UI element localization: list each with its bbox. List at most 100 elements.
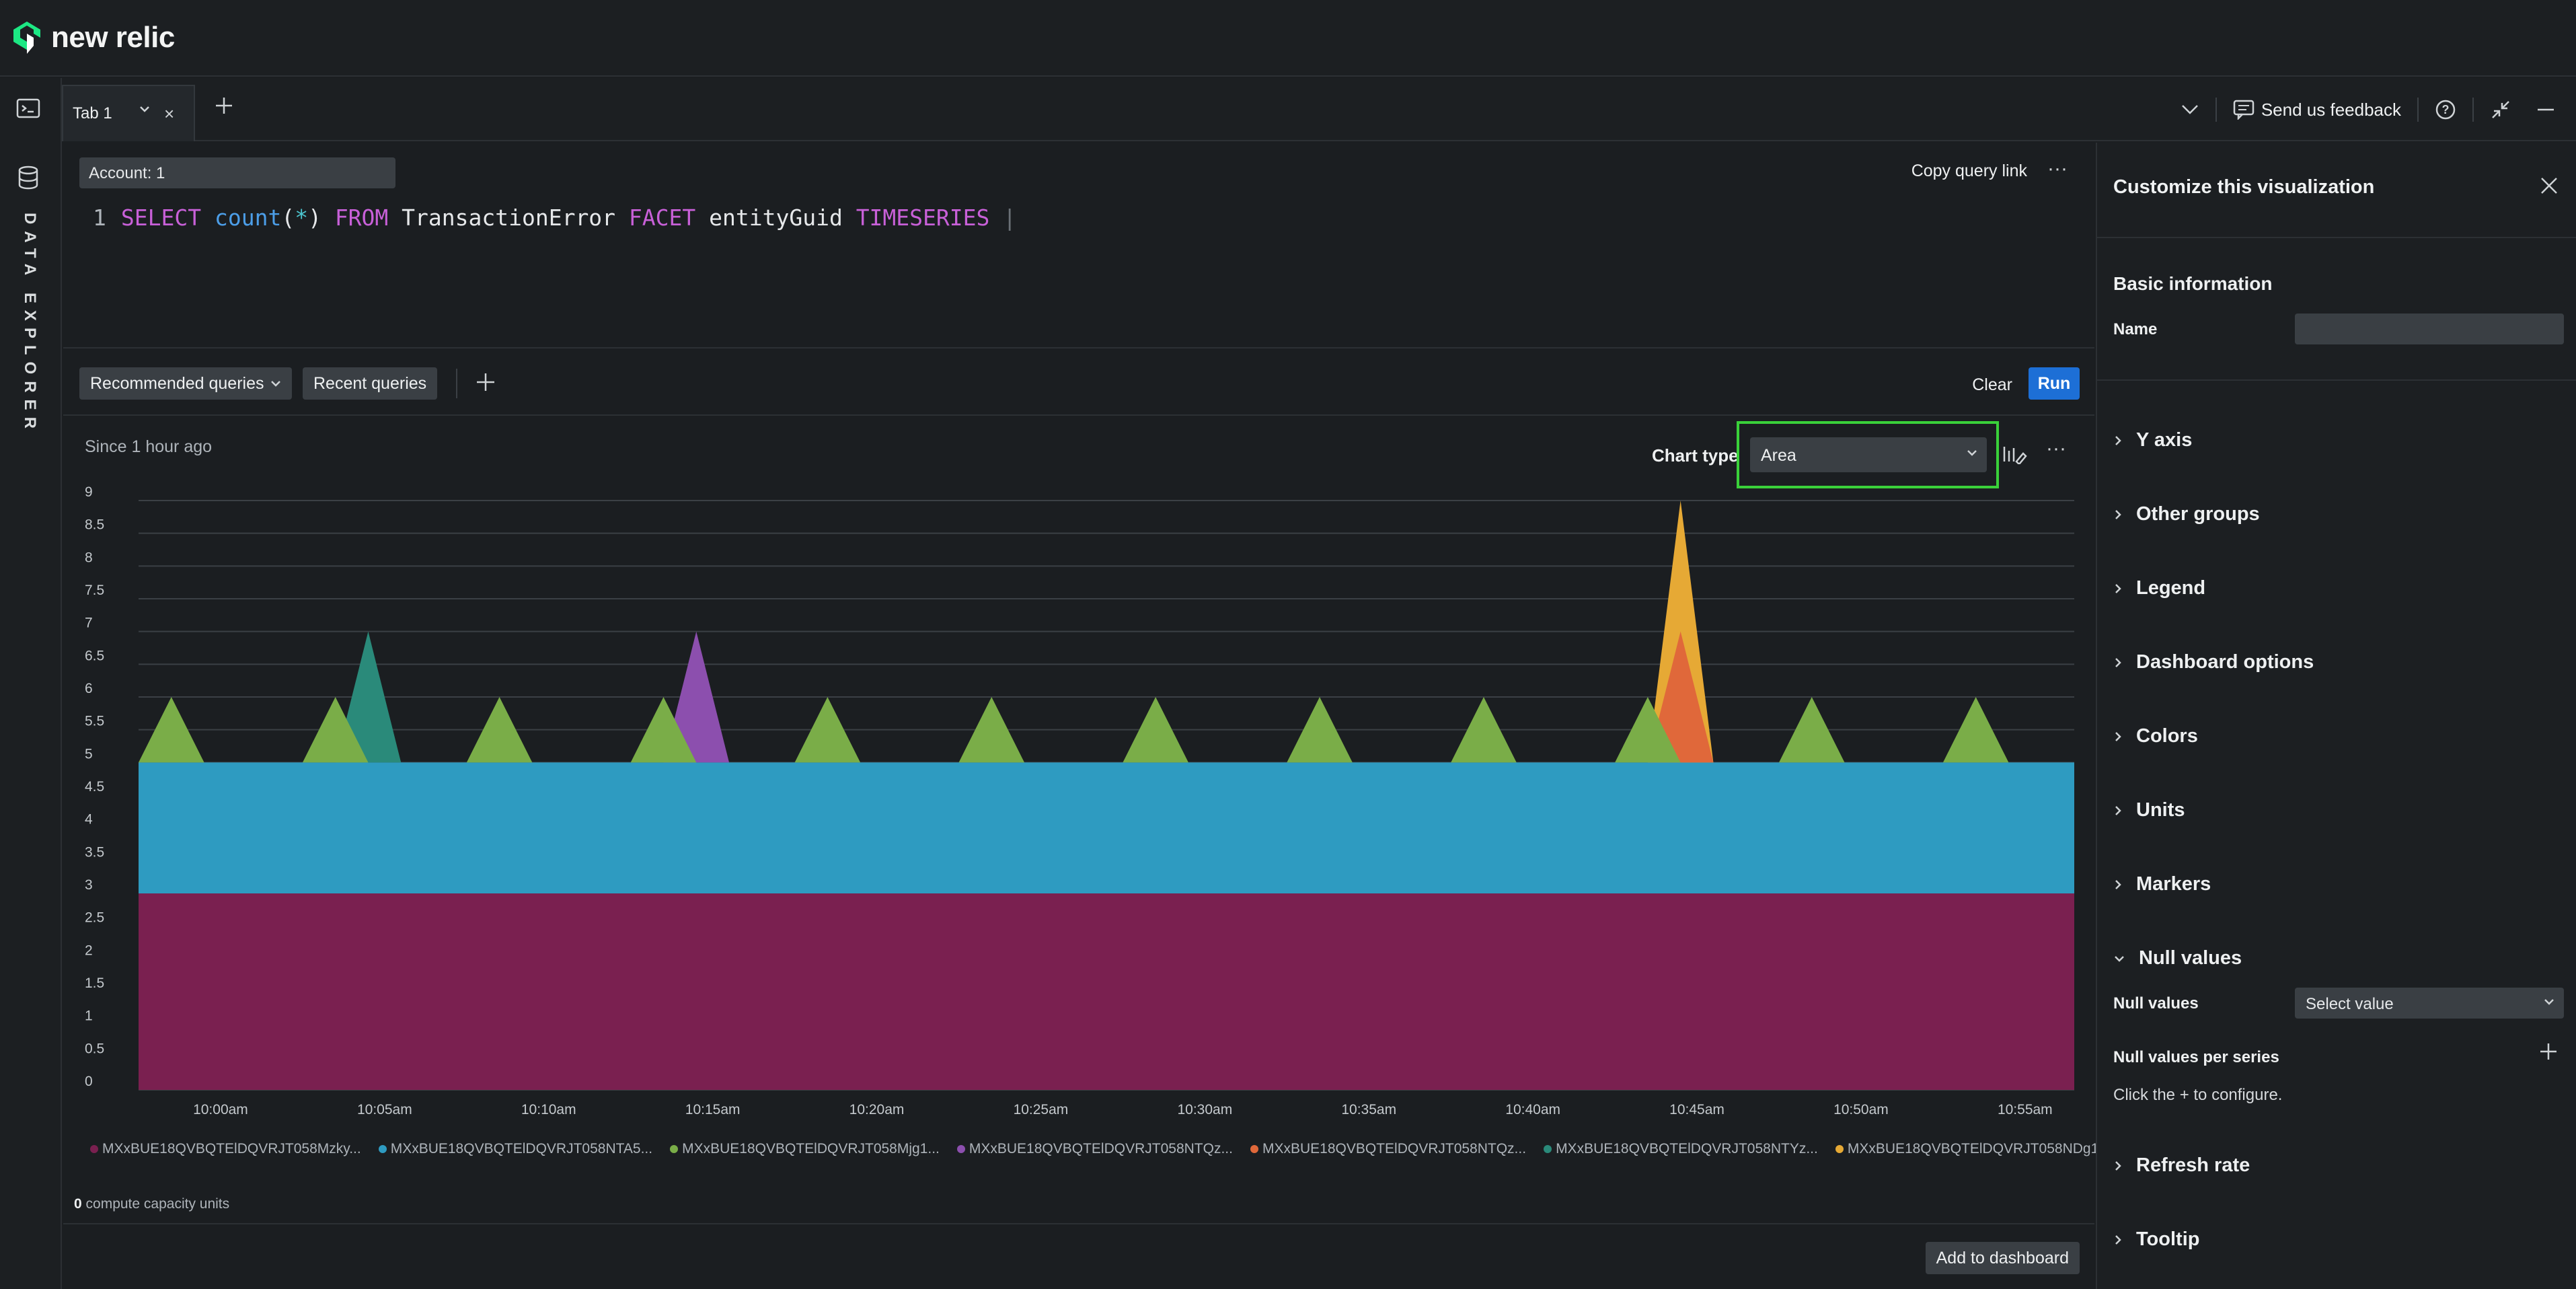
svg-text:?: ? — [2442, 103, 2450, 116]
area-spike-series-2[interactable] — [630, 697, 697, 763]
legend-item[interactable]: MXxBUE18QVBQTElDQVRJT058Mzky... — [90, 1141, 361, 1157]
account-selector[interactable]: Account: 1 — [79, 157, 395, 188]
accordion-units[interactable]: Units — [2113, 799, 2185, 821]
legend-item[interactable]: MXxBUE18QVBQTElDQVRJT058Mjg1... — [670, 1141, 940, 1157]
y-tick-label: 7.5 — [85, 583, 104, 598]
accordion-label: Markers — [2136, 873, 2211, 895]
accordion-other-groups[interactable]: Other groups — [2113, 503, 2260, 525]
area-spike-series-2[interactable] — [958, 697, 1025, 763]
y-tick-label: 8 — [85, 550, 93, 565]
query-text[interactable]: SELECT count(*) FROM TransactionError FA… — [121, 205, 990, 231]
clear-button[interactable]: Clear — [1972, 375, 2012, 394]
feedback-icon — [2233, 100, 2255, 120]
null-values-label: Null values — [2113, 994, 2199, 1012]
minimize-icon[interactable] — [2536, 100, 2556, 120]
new-relic-logo[interactable]: new relic — [12, 20, 175, 55]
legend-color-dot — [1250, 1145, 1258, 1153]
accordion-y-axis[interactable]: Y axis — [2113, 429, 2192, 451]
query-token: TIMESERIES — [856, 205, 990, 231]
area-spike-series-2[interactable] — [794, 697, 861, 763]
name-input[interactable] — [2295, 314, 2564, 344]
divider — [2097, 237, 2576, 238]
send-feedback-button[interactable]: Send us feedback — [2233, 100, 2401, 120]
chevron-down-icon — [2115, 955, 2124, 962]
area-spike-series-2[interactable] — [302, 697, 369, 763]
x-tick-label: 10:30am — [1177, 1102, 1232, 1117]
customize-panel: Customize this visualization Basic infor… — [2096, 143, 2576, 1289]
query-editor[interactable]: Account: 1 Copy query link ··· 1 SELECT c… — [63, 143, 2094, 348]
area-spike-series-4[interactable] — [1647, 631, 1714, 763]
accordion-label: Other groups — [2136, 503, 2260, 525]
tab-1[interactable]: Tab 1 × — [62, 85, 195, 141]
add-to-dashboard-button[interactable]: Add to dashboard — [1925, 1242, 2080, 1274]
recommended-queries-button[interactable]: Recommended queries — [79, 367, 293, 400]
logo-text: new relic — [51, 21, 175, 54]
copy-query-link-button[interactable]: Copy query link — [1911, 161, 2027, 180]
accordion-dashboard-options[interactable]: Dashboard options — [2113, 651, 2314, 673]
add-null-config-icon[interactable] — [2538, 1041, 2559, 1062]
area-series-1[interactable] — [139, 762, 2074, 893]
legend-item[interactable]: MXxBUE18QVBQTElDQVRJT058NDg1... — [1835, 1141, 2111, 1157]
chevron-down-icon — [271, 381, 281, 387]
chart-more-options-icon[interactable]: ··· — [2046, 437, 2066, 459]
chart-type-value: Area — [1761, 446, 1796, 465]
top-header: new relic — [0, 0, 2576, 77]
chevron-right-icon — [2115, 1161, 2121, 1171]
legend-item[interactable]: MXxBUE18QVBQTElDQVRJT058NTQz... — [956, 1141, 1233, 1157]
chevron-right-icon — [2115, 657, 2121, 667]
collapse-icon[interactable] — [2490, 99, 2511, 120]
query-token: SELECT — [120, 205, 202, 231]
legend-color-dot — [670, 1145, 679, 1153]
terminal-icon[interactable] — [16, 98, 40, 118]
chart-type-select[interactable]: Area — [1750, 437, 1987, 472]
add-tab-icon[interactable] — [214, 96, 234, 116]
more-options-icon[interactable]: ··· — [2047, 157, 2068, 180]
null-values-select-value: Select value — [2306, 995, 2394, 1013]
y-tick-label: 2 — [85, 943, 93, 958]
area-spike-series-2[interactable] — [1778, 697, 1845, 763]
add-query-icon[interactable] — [475, 371, 496, 393]
tab-label: Tab 1 — [73, 104, 112, 122]
run-button[interactable]: Run — [2029, 367, 2080, 400]
legend-item[interactable]: MXxBUE18QVBQTElDQVRJT058NTQz... — [1250, 1141, 1526, 1157]
null-values-per-series-label: Null values per series — [2113, 1048, 2279, 1066]
database-icon[interactable] — [17, 165, 39, 190]
chevron-down-icon[interactable] — [2181, 104, 2199, 116]
accordion-legend[interactable]: Legend — [2113, 577, 2205, 599]
accordion-markers[interactable]: Markers — [2113, 873, 2211, 895]
area-spike-series-2[interactable] — [466, 697, 533, 763]
accordion-colors[interactable]: Colors — [2113, 725, 2198, 747]
area-spike-series-2[interactable] — [1287, 697, 1353, 763]
chevron-down-icon[interactable] — [139, 105, 151, 113]
chevron-right-icon — [2115, 1235, 2121, 1245]
data-explorer-label: DATA EXPLORER — [21, 213, 39, 435]
null-values-select[interactable]: Select value — [2295, 988, 2564, 1019]
query-code[interactable]: 1 SELECT count(*) FROM TransactionError F… — [93, 205, 1017, 231]
help-icon[interactable]: ? — [2435, 99, 2456, 120]
legend-item[interactable]: MXxBUE18QVBQTElDQVRJT058NTYz... — [1544, 1141, 1818, 1157]
accordion-null-values[interactable]: Null values — [2113, 947, 2242, 969]
query-token: FACET — [628, 205, 696, 231]
legend-item[interactable]: MXxBUE18QVBQTElDQVRJT058NTA5... — [378, 1141, 652, 1157]
area-spike-series-2[interactable] — [1123, 697, 1188, 763]
chart-type-highlight: Area — [1737, 421, 1999, 488]
accordion-refresh-rate[interactable]: Refresh rate — [2113, 1154, 2250, 1177]
area-spike-series-2[interactable] — [1615, 697, 1681, 763]
area-series-0[interactable] — [139, 893, 2074, 1090]
recent-queries-button[interactable]: Recent queries — [303, 367, 438, 400]
close-tab-icon[interactable]: × — [164, 104, 175, 124]
chart-settings-icon[interactable] — [2002, 443, 2029, 464]
area-spike-series-2[interactable] — [1942, 697, 2009, 763]
accordion-label: Dashboard options — [2136, 651, 2314, 673]
accordion-label: Tooltip — [2136, 1228, 2200, 1250]
area-spike-series-2[interactable] — [1451, 697, 1517, 763]
area-spike-series-2[interactable] — [139, 697, 204, 763]
close-icon[interactable] — [2538, 175, 2560, 196]
divider — [2215, 98, 2217, 122]
y-tick-label: 5.5 — [85, 714, 104, 729]
null-values-hint: Click the + to configure. — [2113, 1086, 2283, 1104]
accordion-tooltip[interactable]: Tooltip — [2113, 1228, 2199, 1251]
x-tick-label: 10:10am — [521, 1102, 576, 1117]
query-token: FROM — [334, 205, 389, 231]
y-tick-label: 1.5 — [85, 975, 104, 991]
